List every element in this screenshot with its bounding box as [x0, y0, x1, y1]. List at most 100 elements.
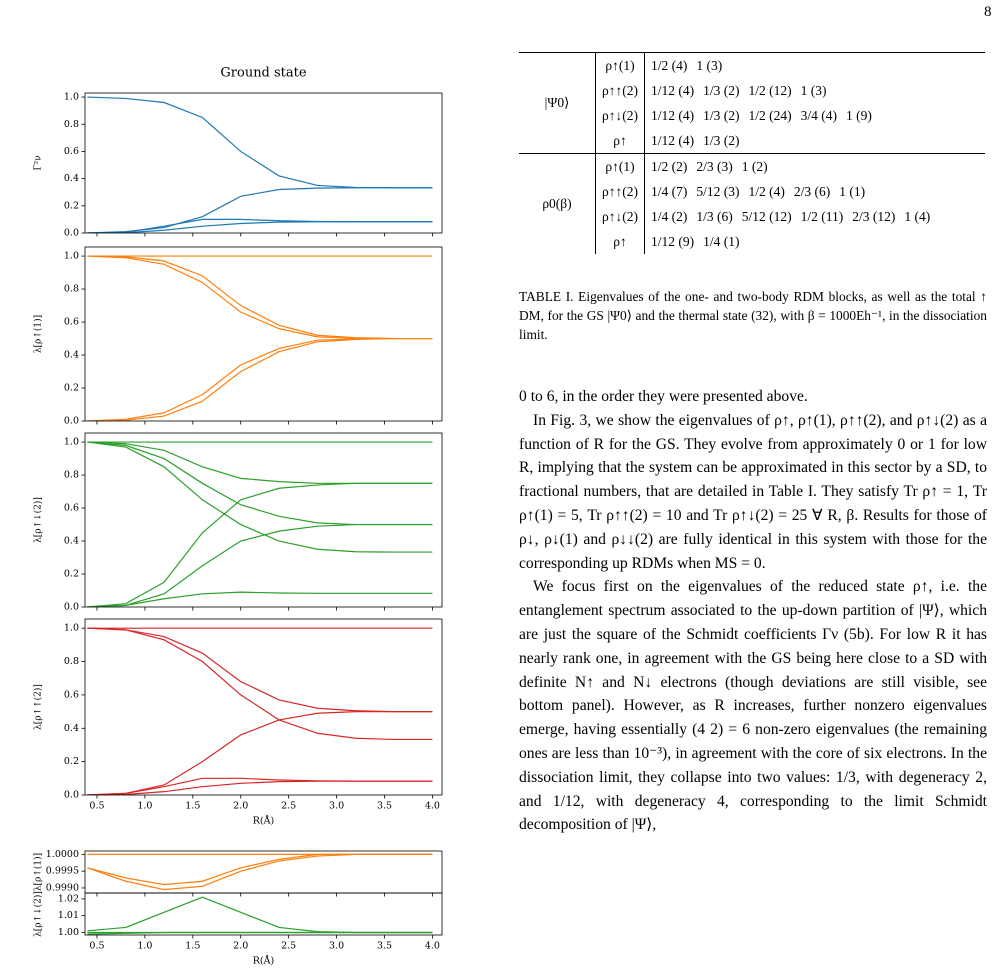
data-line [87, 896, 433, 934]
eigenvalues-cell: 1/2 (4) 1 (3) [644, 52, 985, 78]
rdm-cell: ρ↑ [595, 229, 645, 254]
y-tick-label: 1.01 [58, 910, 79, 921]
eigenvalues-cell: 1/4 (7) 5/12 (3) 1/2 (4) 2/3 (6) 1 (1) [644, 179, 985, 204]
plot-lines [87, 896, 433, 935]
y-tick-label: 1.02 [58, 893, 79, 904]
x-tick-label: 2.5 [281, 801, 296, 812]
data-line [87, 780, 433, 795]
eigenvalue: 1/12 (4) [650, 107, 695, 123]
paragraph: In Fig. 3, we show the eigenvalues of ρ↑… [519, 411, 987, 572]
plot-lines [87, 255, 433, 421]
eigenvalue: 2/3 (12) [852, 208, 896, 224]
plot-lines [87, 853, 433, 891]
eigenvalue: 2/3 (3) [696, 158, 733, 174]
x-tick-label: 0.5 [89, 801, 104, 812]
axes-frame [84, 850, 443, 894]
y-tick-label: 0.9995 [46, 866, 79, 877]
axes-frame [84, 432, 443, 608]
table: |Ψ0⟩ ρ↑(1) 1/2 (4) 1 (3) ρ↑↑(2) 1/12 (4) 1/3 (… [519, 52, 985, 254]
eigenvalue: 1/3 (2) [703, 82, 740, 98]
eigenvalues-cell: 1/4 (2) 1/3 (6) 5/12 (12) 1/2 (11) 2/3 (12) 1… [644, 204, 985, 229]
y-tick-label: 0.0 [64, 416, 79, 427]
data-line [87, 337, 433, 421]
y-tick-label: 0.8 [64, 470, 79, 481]
y-tick-label: 0.6 [64, 503, 79, 514]
eigenvalue: 1 (1) [839, 183, 866, 199]
eigenvalue: 1/12 (4) [650, 132, 695, 148]
plot-lines [87, 441, 433, 607]
plot-lines [87, 96, 433, 233]
eigenvalue: 1/2 (12) [748, 82, 792, 98]
plot-lines [87, 627, 433, 795]
state-cell: |Ψ0⟩ [519, 52, 596, 154]
data-line [87, 255, 433, 340]
x-tick-label: 3.5 [377, 941, 392, 952]
y-tick-label: 0.2 [64, 569, 79, 580]
state-cell: ρ0(β) [519, 153, 596, 254]
data-line [87, 523, 433, 607]
figure: 0.0 0.2 0.4 0.6 0.8 1.0 Ground state Γ²ν 0.0 0.2 0… [33, 66, 443, 967]
body-text: 0 to 6, in the order they were presented… [519, 385, 987, 837]
rdm-cell: ρ↑(1) [595, 52, 645, 78]
x-tick-label: 2.5 [281, 941, 296, 952]
rdm-cell: ρ↑↓(2) [595, 103, 645, 128]
eigenvalue: 1/2 (2) [650, 158, 688, 174]
table-row: ρ↑↑(2) 1/12 (4) 1/3 (2) 1/2 (12) 1 (3) [519, 78, 985, 103]
paragraph: 0 to 6, in the order they were presented… [519, 388, 808, 405]
rdm-cell: ρ↑↓(2) [595, 204, 645, 229]
x-tick-label: 3.0 [329, 801, 344, 812]
eigenvalue: 1/2 (4) [650, 57, 688, 73]
y-axis-label: λ[ρ↑(1)] [33, 315, 44, 353]
paragraph: We focus first on the eigenvalues of the… [519, 578, 987, 834]
eigenvalue: 1/3 (2) [703, 107, 740, 123]
y-tick-label: 0.9990 [46, 882, 79, 893]
data-line [87, 591, 433, 607]
eigenvalues-cell: 1/12 (4) 1/3 (2) 1/2 (24) 3/4 (4) 1 (9) [644, 103, 985, 128]
y-axis-label: λ[ρ↑↓(2)] [33, 497, 44, 543]
y-tick-label: 1.00 [58, 927, 79, 938]
eigenvalue: 2/3 (6) [793, 183, 831, 199]
data-line [87, 337, 433, 421]
x-tick-label: 1.5 [185, 941, 200, 952]
page-number: 8 [984, 4, 992, 20]
data-line [87, 187, 433, 233]
y-tick-label: 1.0000 [46, 849, 79, 860]
rdm-cell: ρ↑↑(2) [595, 179, 645, 204]
eigenvalue: 1 (9) [845, 107, 872, 123]
eigenvalues-cell: 1/12 (4) 1/3 (2) 1/2 (12) 1 (3) [644, 78, 985, 103]
eigenvalue: 5/12 (3) [696, 183, 740, 199]
table-row: ρ↑↓(2) 1/4 (2) 1/3 (6) 5/12 (12) 1/2 (11) 2/3… [519, 204, 985, 229]
y-axis-label: λ[ρ↑↑(2)] [33, 684, 44, 730]
eigenvalue: 1 (3) [800, 82, 827, 98]
eigenvalue: 1/3 (6) [696, 208, 733, 224]
eigenvalue: 1/4 (1) [703, 233, 740, 249]
data-line [87, 441, 433, 484]
y-tick-label: 0.4 [64, 536, 79, 547]
eigenvalues-cell: 1/12 (4) 1/3 (2) [644, 128, 985, 154]
x-tick-label: 1.0 [137, 941, 152, 952]
table-row: ρ↑↑(2) 1/4 (7) 5/12 (3) 1/2 (4) 2/3 (6) 1 (1) [519, 179, 985, 204]
x-tick-label: 0.5 [89, 941, 104, 952]
table-caption: TABLE I. Eigenvalues of the one- and two… [519, 289, 987, 342]
axes-frame [84, 892, 443, 936]
table-body: |Ψ0⟩ ρ↑(1) 1/2 (4) 1 (3) ρ↑↑(2) 1/12 (4) 1/3 (… [519, 52, 985, 254]
data-line [87, 627, 433, 741]
rdm-cell: ρ↑ [595, 128, 645, 154]
data-line [87, 221, 433, 233]
data-line [87, 441, 433, 553]
x-tick-label: 2.0 [233, 941, 248, 952]
eigenvalue: 3/4 (4) [800, 107, 837, 123]
y-tick-label: 0.0 [64, 228, 79, 239]
eigenvalue: 1 (4) [904, 208, 931, 224]
eigenvalue: 1/2 (4) [748, 183, 785, 199]
y-tick-label: 0.8 [64, 284, 79, 295]
data-line [87, 710, 433, 795]
table-row: ρ↑ 1/12 (9) 1/4 (1) [519, 229, 985, 254]
x-tick-label: 2.0 [233, 801, 248, 812]
eigenvalue: 1 (2) [741, 158, 768, 174]
eigenvalue: 1/4 (7) [650, 183, 688, 199]
y-axis-label: λ[ρ↑↓(2)] [33, 891, 44, 937]
y-tick-label: 0.6 [64, 689, 79, 700]
eigenvalues-cell: 1/2 (2) 2/3 (3) 1 (2) [644, 153, 985, 179]
